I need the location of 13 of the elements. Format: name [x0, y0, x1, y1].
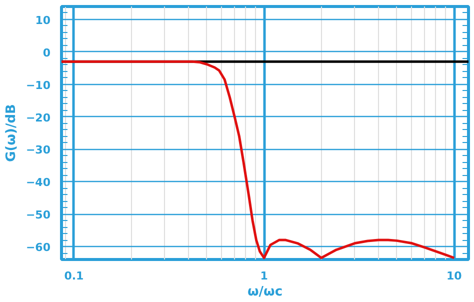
- y-tick-label: 0: [42, 46, 51, 60]
- x-tick-label: 0.1: [64, 270, 84, 282]
- x-tick-label: 10: [446, 270, 462, 282]
- y-tick-label: −40: [26, 176, 51, 190]
- y-tick-label: −50: [26, 208, 51, 222]
- y-tick-label: −10: [26, 78, 51, 92]
- y-tick-label: −30: [26, 144, 51, 157]
- x-tick-label: 1: [260, 270, 268, 282]
- y-axis-title: G(ω)/dB: [4, 104, 19, 162]
- y-tick-label: 10: [35, 14, 51, 27]
- x-axis-title: ω/ωc: [247, 284, 283, 300]
- y-tick-label: −60: [26, 241, 51, 254]
- y-tick-label: −20: [26, 111, 51, 124]
